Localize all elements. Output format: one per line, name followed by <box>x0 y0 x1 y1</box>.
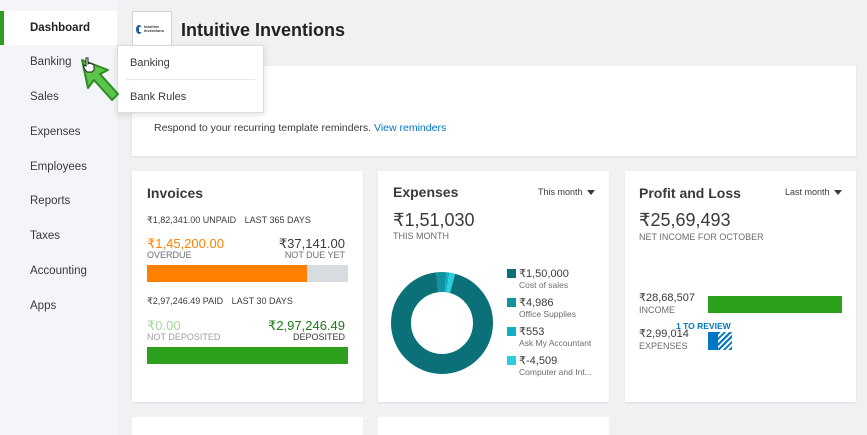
expenses-title: Expenses <box>393 184 459 200</box>
unpaid-bar[interactable] <box>147 265 348 282</box>
flyout-item-label: Banking <box>130 56 170 69</box>
invoices-title: Invoices <box>147 185 204 201</box>
reminder-message: Respond to your recurring template remin… <box>154 122 446 134</box>
sidebar-item-accounting[interactable]: Accounting <box>0 254 117 288</box>
sidebar-item-banking[interactable]: Banking <box>0 45 117 79</box>
legend-swatch-computer-internet <box>507 356 516 365</box>
flyout-item-banking[interactable]: Banking <box>118 46 263 79</box>
expenses-total: ₹1,51,030 <box>393 210 475 230</box>
company-logo[interactable]: intuitive inventions <box>132 11 172 47</box>
paid-period: LAST 30 DAYS <box>231 296 293 306</box>
paid-amount: ₹2,97,246.49 PAID <box>147 296 224 306</box>
legend-swatch-office-supplies <box>507 298 516 307</box>
expenses-label: EXPENSES <box>639 341 688 351</box>
profit-loss-period-dropdown[interactable]: Last month <box>785 187 842 197</box>
donut-slice-office-supplies[interactable] <box>391 272 493 374</box>
banking-flyout-menu: Banking Bank Rules <box>117 45 264 113</box>
sidebar-item-label: Employees <box>30 161 87 173</box>
flyout-divider <box>126 79 255 80</box>
net-income-value: ₹25,69,493 <box>639 210 731 230</box>
unpaid-amount: ₹1,82,341.00 UNPAID <box>147 215 237 225</box>
sidebar-item-label: Expenses <box>30 126 81 138</box>
paid-summary: ₹2,97,246.49 PAID LAST 30 DAYS <box>147 296 293 307</box>
company-name: Intuitive Inventions <box>181 20 346 40</box>
not-deposited-value: ₹0.00 <box>147 318 181 333</box>
logo-mark-icon <box>136 24 142 34</box>
overdue-value: ₹1,45,200.00 <box>147 236 224 251</box>
sidebar-item-employees[interactable]: Employees <box>0 150 117 184</box>
view-reminders-link[interactable]: View reminders <box>374 122 447 134</box>
sidebar-item-apps[interactable]: Apps <box>0 289 117 323</box>
profit-loss-card: Profit and Loss Last month ₹25,69,493 NE… <box>625 171 856 402</box>
not-due-label: NOT DUE YET <box>284 250 345 260</box>
expenses-card: Expenses This month ₹1,51,030 THIS MONTH… <box>378 171 609 402</box>
flyout-item-bank-rules[interactable]: Bank Rules <box>118 80 263 113</box>
sidebar-item-label: Sales <box>30 91 59 103</box>
income-bar[interactable] <box>708 296 842 313</box>
expenses-donut-chart[interactable] <box>390 271 494 375</box>
sidebar-item-label: Accounting <box>30 265 87 277</box>
donut-slice-cost-of-sales[interactable] <box>391 272 493 374</box>
legend-label-cost-of-sales: Cost of sales <box>519 280 569 290</box>
sidebar-item-label: Reports <box>30 195 71 207</box>
legend-swatch-cost-of-sales <box>507 269 516 278</box>
legend-value-cost-of-sales: ₹1,50,000 <box>519 268 569 280</box>
period-label: Last month <box>785 187 830 197</box>
bottom-card-middle <box>378 417 609 435</box>
reminder-text: Respond to your recurring template remin… <box>154 122 372 134</box>
period-label: This month <box>538 187 583 197</box>
expenses-total-label: THIS MONTH <box>393 231 449 241</box>
hand-cursor-icon <box>83 57 95 73</box>
legend-swatch-ask-my-accountant <box>507 327 516 336</box>
legend-value-office-supplies: ₹4,986 <box>519 297 554 309</box>
legend-value-ask-my-accountant: ₹553 <box>519 326 545 338</box>
expenses-value: ₹2,99,014 <box>639 328 689 340</box>
expenses-bar[interactable] <box>708 332 732 350</box>
overdue-label: OVERDUE <box>147 250 192 260</box>
deposited-bar[interactable] <box>147 347 348 364</box>
chevron-down-icon <box>586 190 595 196</box>
deposited-label: DEPOSITED <box>292 332 345 342</box>
sidebar-item-reports[interactable]: Reports <box>0 184 117 218</box>
legend-label-computer-internet: Computer and Int... <box>519 367 592 377</box>
sidebar-item-label: Taxes <box>30 230 61 242</box>
logo-text: intuitive inventions <box>143 24 164 33</box>
unpaid-period: LAST 365 DAYS <box>244 215 311 225</box>
sidebar-item-dashboard[interactable]: Dashboard <box>0 11 117 45</box>
sidebar-item-label: Dashboard <box>30 22 91 34</box>
sidebar-item-label: Banking <box>30 56 72 68</box>
legend-label-office-supplies: Office Supplies <box>519 309 577 319</box>
profit-loss-title: Profit and Loss <box>639 185 741 201</box>
sidebar-item-label: Apps <box>30 300 57 312</box>
sidebar-item-expenses[interactable]: Expenses <box>0 115 117 149</box>
overdue-bar-fill[interactable] <box>147 265 307 282</box>
sidebar-item-taxes[interactable]: Taxes <box>0 219 117 253</box>
unpaid-summary: ₹1,82,341.00 UNPAID LAST 365 DAYS <box>147 215 311 226</box>
income-value: ₹28,68,507 <box>639 292 695 304</box>
net-income-label: NET INCOME FOR OCTOBER <box>639 232 764 242</box>
chevron-down-icon <box>833 190 842 196</box>
review-badge[interactable]: 1 TO REVIEW <box>676 321 731 331</box>
deposited-value: ₹2,97,246.49 <box>268 318 345 333</box>
invoices-card: Invoices ₹1,82,341.00 UNPAID LAST 365 DA… <box>132 171 363 402</box>
legend-value-computer-internet: ₹-4,509 <box>519 355 558 367</box>
not-deposited-label: NOT DEPOSITED <box>147 332 221 342</box>
sidebar-item-sales[interactable]: Sales <box>0 80 117 114</box>
flyout-item-label: Bank Rules <box>130 90 187 103</box>
bottom-card-left <box>132 417 363 435</box>
not-due-value: ₹37,141.00 <box>278 236 345 251</box>
income-label: INCOME <box>639 305 675 315</box>
expenses-period-dropdown[interactable]: This month <box>538 187 595 197</box>
legend-label-ask-my-accountant: Ask My Accountant <box>519 338 592 348</box>
